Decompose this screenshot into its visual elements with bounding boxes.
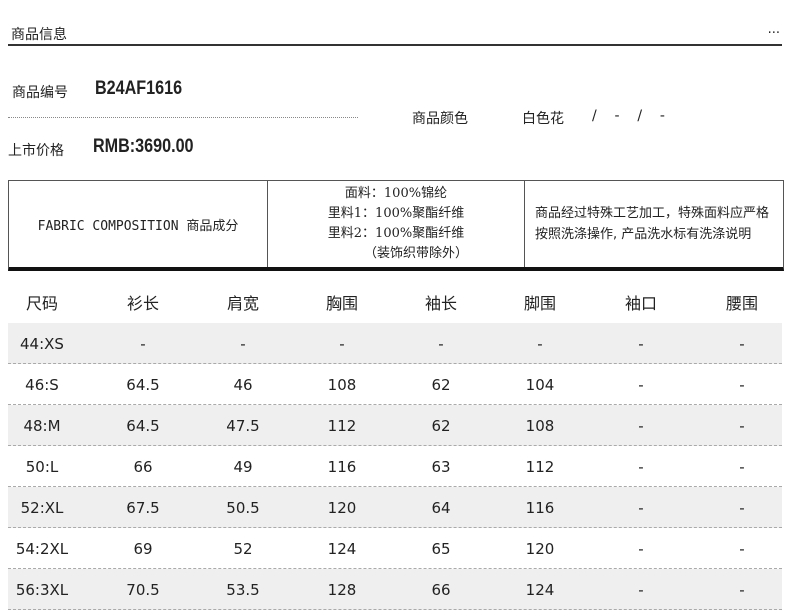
table-cell: - <box>739 458 745 476</box>
column-header: 尺码 <box>25 294 58 313</box>
table-cell: 44:XS <box>20 335 64 353</box>
table-row: 52:XL 67.5 50.5 120 64 116 - - <box>8 487 782 528</box>
more-icon[interactable]: ... <box>767 22 780 37</box>
table-cell: - <box>638 540 644 558</box>
table-cell: 66 <box>133 458 153 476</box>
table-cell: 124 <box>327 540 357 558</box>
column-header: 袖长 <box>424 294 457 313</box>
table-cell: 116 <box>327 458 357 476</box>
composition-materials: 面料：100%锦纶 里料1：100%聚酯纤维 里料2：100%聚酯纤维 （装饰织… <box>268 181 525 267</box>
table-cell: - <box>240 335 246 353</box>
color-separators: / - / - <box>592 108 665 124</box>
table-cell: 120 <box>525 540 555 558</box>
table-cell: - <box>140 335 146 353</box>
table-header: 尺码 衫长 肩宽 胸围 袖长 脚围 袖口 腰围 <box>8 283 782 324</box>
table-row: 50:L 66 49 116 63 112 - - <box>8 446 782 487</box>
price-label: 上市价格 <box>8 143 64 159</box>
material-line: 面料：100%锦纶 <box>344 186 448 201</box>
table-cell: - <box>638 376 644 394</box>
table-cell: 62 <box>431 376 451 394</box>
table-cell: 69 <box>133 540 153 558</box>
table-cell: 112 <box>525 458 555 476</box>
table-cell: - <box>339 335 345 353</box>
table-cell: 50.5 <box>226 499 260 517</box>
table-cell: - <box>739 335 745 353</box>
table-cell: 52:XL <box>20 499 64 517</box>
table-cell: 120 <box>327 499 357 517</box>
table-cell: 70.5 <box>126 581 160 599</box>
table-cell: 64 <box>431 499 451 517</box>
table-cell: - <box>739 540 745 558</box>
divider <box>8 117 358 118</box>
column-header: 肩宽 <box>226 294 259 313</box>
price-value: RMB:3690.00 <box>93 136 194 157</box>
table-cell: 66 <box>431 581 451 599</box>
column-header: 衫长 <box>126 294 159 313</box>
column-header: 脚围 <box>523 294 556 313</box>
table-row: 44:XS - - - - - - - <box>8 323 782 364</box>
table-cell: - <box>438 335 444 353</box>
table-cell: 62 <box>431 417 451 435</box>
table-cell: 128 <box>327 581 357 599</box>
table-cell: 47.5 <box>226 417 260 435</box>
table-cell: - <box>638 581 644 599</box>
care-note: 商品经过特殊工艺加工，特殊面料应严格按照洗涤操作, 产品洗水标有洗涤说明 <box>535 206 770 242</box>
table-cell: 46 <box>233 376 253 394</box>
table-cell: 63 <box>431 458 451 476</box>
table-cell: - <box>638 499 644 517</box>
table-row: 54:2XL 69 52 124 65 120 - - <box>8 528 782 569</box>
table-row: 48:M 64.5 47.5 112 62 108 - - <box>8 405 782 446</box>
table-cell: 49 <box>233 458 253 476</box>
table-cell: 48:M <box>23 417 61 435</box>
table-cell: - <box>739 376 745 394</box>
table-cell: 54:2XL <box>15 540 69 558</box>
material-line: （装饰织带除外） <box>363 246 468 261</box>
column-header: 袖口 <box>624 294 657 313</box>
table-cell: 56:3XL <box>15 581 69 599</box>
table-cell: 108 <box>525 417 555 435</box>
table-cell: 53.5 <box>226 581 260 599</box>
section-title: 商品信息 <box>11 27 67 43</box>
table-cell: 64.5 <box>126 376 160 394</box>
table-cell: 46:S <box>25 376 59 394</box>
table-cell: - <box>739 499 745 517</box>
table-cell: 64.5 <box>126 417 160 435</box>
table-cell: 108 <box>327 376 357 394</box>
table-cell: 50:L <box>25 458 59 476</box>
sku-label: 商品编号 <box>12 85 68 101</box>
table-cell: - <box>537 335 543 353</box>
table-cell: - <box>638 417 644 435</box>
table-row: 46:S 64.5 46 108 62 104 - - <box>8 364 782 405</box>
table-cell: 104 <box>525 376 555 394</box>
table-cell: 52 <box>233 540 253 558</box>
table-cell: 67.5 <box>126 499 160 517</box>
sku-value: B24AF1616 <box>95 78 183 99</box>
column-header: 胸围 <box>325 294 358 313</box>
column-header: 腰围 <box>725 294 758 313</box>
table-cell: 124 <box>525 581 555 599</box>
material-line: 里料2：100%聚酯纤维 <box>327 226 465 241</box>
material-line: 里料1：100%聚酯纤维 <box>327 206 465 221</box>
table-cell: - <box>638 335 644 353</box>
table-cell: 65 <box>431 540 451 558</box>
table-cell: - <box>739 417 745 435</box>
table-cell: 112 <box>327 417 357 435</box>
composition-label: FABRIC COMPOSITION 商品成分 <box>9 181 268 267</box>
section-header: 商品信息 ... <box>8 22 782 46</box>
table-cell: - <box>638 458 644 476</box>
table-cell: - <box>739 581 745 599</box>
table-cell: 116 <box>525 499 555 517</box>
color-value: 白色花 <box>522 111 564 127</box>
table-row: 56:3XL 70.5 53.5 128 66 124 - - <box>8 569 782 610</box>
color-label: 商品颜色 <box>412 111 468 127</box>
composition-table: FABRIC COMPOSITION 商品成分 面料：100%锦纶 里料1：10… <box>8 180 784 271</box>
